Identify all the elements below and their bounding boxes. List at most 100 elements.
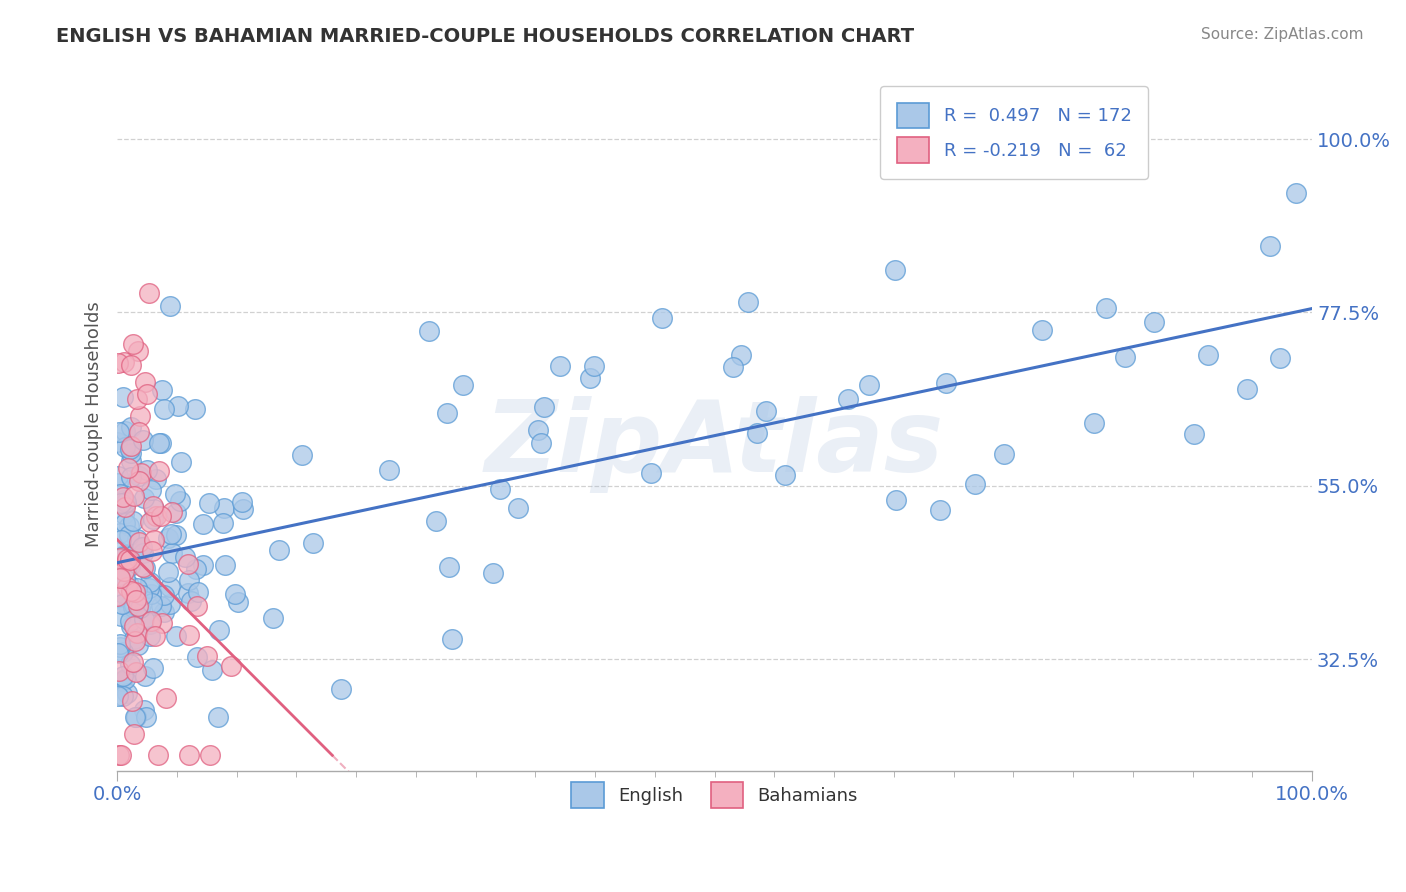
Point — [131, 433, 153, 447]
Point — [651, 310, 673, 325]
Point — [121, 694, 143, 708]
Point — [114, 424, 136, 438]
Point — [262, 611, 284, 625]
Point — [145, 509, 167, 524]
Point — [195, 648, 218, 663]
Point — [120, 446, 142, 460]
Point — [159, 527, 181, 541]
Point — [120, 419, 142, 434]
Point — [153, 588, 176, 602]
Point — [143, 533, 166, 547]
Point — [120, 619, 142, 633]
Point — [197, 496, 219, 510]
Point — [1285, 186, 1308, 200]
Point — [120, 439, 142, 453]
Point — [377, 463, 399, 477]
Point — [186, 649, 208, 664]
Point — [139, 575, 162, 590]
Point — [578, 370, 600, 384]
Point — [108, 571, 131, 585]
Point — [425, 515, 447, 529]
Point — [141, 614, 163, 628]
Point — [451, 377, 474, 392]
Point — [124, 727, 146, 741]
Point — [142, 512, 165, 526]
Point — [180, 594, 202, 608]
Point — [508, 501, 530, 516]
Point — [165, 629, 187, 643]
Point — [110, 496, 132, 510]
Legend: English, Bahamians: English, Bahamians — [555, 766, 875, 824]
Point — [138, 286, 160, 301]
Point — [124, 585, 146, 599]
Point — [114, 572, 136, 586]
Point — [527, 424, 550, 438]
Point — [114, 516, 136, 530]
Point — [150, 599, 173, 613]
Point — [269, 543, 291, 558]
Point — [112, 491, 135, 505]
Point — [115, 551, 138, 566]
Point — [131, 559, 153, 574]
Point — [177, 748, 200, 763]
Point — [179, 573, 201, 587]
Point — [146, 748, 169, 763]
Point — [112, 493, 135, 508]
Point — [105, 434, 128, 449]
Point — [108, 551, 131, 566]
Point — [122, 619, 145, 633]
Point — [1094, 301, 1116, 315]
Point — [165, 487, 187, 501]
Point — [291, 448, 314, 462]
Point — [155, 691, 177, 706]
Point — [141, 544, 163, 558]
Point — [177, 586, 200, 600]
Point — [232, 502, 254, 516]
Point — [184, 401, 207, 416]
Point — [166, 399, 188, 413]
Point — [127, 599, 149, 613]
Point — [418, 324, 440, 338]
Point — [127, 625, 149, 640]
Point — [128, 535, 150, 549]
Point — [136, 387, 159, 401]
Point — [208, 623, 231, 637]
Point — [127, 638, 149, 652]
Point — [302, 535, 325, 549]
Point — [1236, 382, 1258, 396]
Point — [482, 566, 505, 581]
Point — [929, 503, 952, 517]
Point — [187, 584, 209, 599]
Point — [1182, 427, 1205, 442]
Point — [120, 552, 142, 566]
Point — [533, 401, 555, 415]
Point — [156, 531, 179, 545]
Point — [120, 470, 142, 484]
Point — [134, 375, 156, 389]
Point — [165, 527, 187, 541]
Point — [142, 499, 165, 513]
Point — [110, 608, 132, 623]
Y-axis label: Married-couple Households: Married-couple Households — [86, 301, 103, 547]
Point — [107, 689, 129, 703]
Point — [125, 392, 148, 407]
Point — [114, 440, 136, 454]
Point — [139, 483, 162, 497]
Point — [108, 486, 131, 500]
Point — [118, 528, 141, 542]
Point — [127, 581, 149, 595]
Point — [150, 435, 173, 450]
Point — [1197, 347, 1219, 361]
Point — [125, 710, 148, 724]
Point — [114, 508, 136, 522]
Point — [110, 533, 132, 547]
Point — [224, 587, 246, 601]
Point — [124, 593, 146, 607]
Point — [110, 748, 132, 763]
Point — [132, 546, 155, 560]
Point — [111, 673, 134, 688]
Point — [884, 493, 907, 508]
Point — [201, 664, 224, 678]
Point — [755, 404, 778, 418]
Point — [170, 454, 193, 468]
